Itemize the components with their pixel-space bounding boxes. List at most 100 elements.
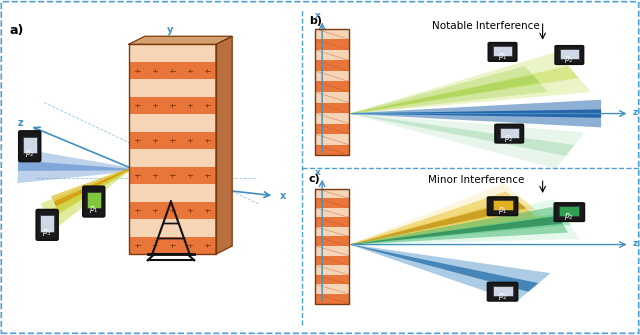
FancyBboxPatch shape (40, 215, 54, 232)
Bar (316, 246, 349, 256)
Polygon shape (46, 169, 129, 220)
Bar (316, 50, 349, 60)
Bar (316, 284, 349, 294)
Polygon shape (350, 245, 539, 292)
Polygon shape (41, 168, 129, 229)
Bar (316, 103, 349, 113)
FancyBboxPatch shape (488, 43, 516, 61)
Bar (316, 265, 349, 275)
FancyBboxPatch shape (488, 282, 518, 301)
Bar (316, 92, 349, 103)
FancyBboxPatch shape (560, 49, 579, 59)
FancyBboxPatch shape (36, 210, 58, 240)
Bar (316, 237, 349, 246)
FancyBboxPatch shape (488, 197, 518, 215)
Text: x: x (315, 11, 321, 20)
FancyBboxPatch shape (555, 46, 584, 64)
Polygon shape (350, 199, 579, 245)
Text: c): c) (308, 174, 321, 184)
Bar (316, 189, 349, 304)
Bar (129, 62, 216, 79)
Polygon shape (351, 213, 570, 245)
FancyBboxPatch shape (493, 286, 513, 296)
Polygon shape (18, 160, 129, 171)
Text: $p_{2}$: $p_{2}$ (25, 148, 35, 159)
Polygon shape (350, 184, 551, 245)
Text: $p_{2}$: $p_{2}$ (498, 291, 508, 302)
Bar (129, 114, 216, 132)
Bar (316, 294, 349, 304)
Polygon shape (351, 75, 540, 114)
Bar (316, 71, 349, 81)
FancyBboxPatch shape (554, 203, 584, 221)
Bar (129, 97, 216, 114)
Text: Minor Interference: Minor Interference (428, 175, 524, 185)
FancyBboxPatch shape (500, 128, 518, 138)
Polygon shape (350, 201, 526, 245)
Polygon shape (350, 244, 550, 302)
FancyBboxPatch shape (86, 192, 101, 208)
Polygon shape (351, 100, 601, 127)
FancyBboxPatch shape (495, 124, 524, 143)
FancyBboxPatch shape (19, 131, 40, 161)
FancyBboxPatch shape (493, 46, 512, 56)
Text: $p_{2}$: $p_{2}$ (564, 54, 574, 65)
Bar (316, 217, 349, 227)
FancyBboxPatch shape (22, 137, 36, 153)
Bar (316, 113, 349, 124)
Bar (316, 134, 349, 145)
Polygon shape (351, 114, 575, 156)
Text: y: y (166, 25, 173, 35)
Text: x: x (315, 168, 321, 177)
Bar (316, 256, 349, 265)
Bar (316, 39, 349, 50)
Bar (316, 60, 349, 71)
Bar (316, 208, 349, 217)
Text: $p_{1}$: $p_{1}$ (498, 51, 508, 62)
Text: b): b) (308, 16, 322, 26)
Bar (129, 166, 216, 184)
Polygon shape (54, 169, 129, 206)
Polygon shape (351, 110, 601, 118)
Bar (316, 198, 349, 208)
FancyBboxPatch shape (83, 186, 105, 217)
Bar (129, 132, 216, 149)
Polygon shape (350, 207, 568, 245)
Bar (316, 29, 349, 39)
Polygon shape (350, 191, 538, 245)
Bar (129, 237, 216, 254)
Text: z: z (633, 239, 638, 248)
Polygon shape (129, 36, 232, 44)
Bar (129, 149, 216, 166)
Polygon shape (17, 148, 129, 183)
Bar (316, 81, 349, 92)
Bar (316, 275, 349, 284)
Text: z: z (633, 108, 638, 117)
Bar (316, 124, 349, 134)
Bar (129, 184, 216, 202)
FancyBboxPatch shape (559, 206, 579, 216)
Bar (316, 227, 349, 237)
Bar (129, 219, 216, 237)
Text: $p_{1}$: $p_{1}$ (498, 205, 508, 216)
Polygon shape (350, 197, 534, 245)
Bar (129, 202, 216, 219)
Bar (316, 189, 349, 198)
Text: $p_{2}$: $p_{2}$ (504, 133, 514, 144)
Text: x: x (280, 191, 286, 201)
Polygon shape (350, 113, 584, 169)
Bar (129, 44, 216, 254)
Bar (316, 145, 349, 155)
FancyBboxPatch shape (493, 200, 513, 210)
Text: Notable Interference: Notable Interference (432, 21, 540, 31)
Bar (129, 79, 216, 97)
Bar (316, 29, 349, 155)
Polygon shape (350, 66, 548, 114)
Polygon shape (51, 168, 129, 212)
Bar (129, 44, 216, 62)
Polygon shape (350, 52, 591, 114)
Polygon shape (216, 36, 232, 254)
Text: $p_{3}$: $p_{3}$ (42, 227, 52, 238)
Text: a): a) (10, 24, 24, 37)
Text: z: z (18, 118, 24, 128)
